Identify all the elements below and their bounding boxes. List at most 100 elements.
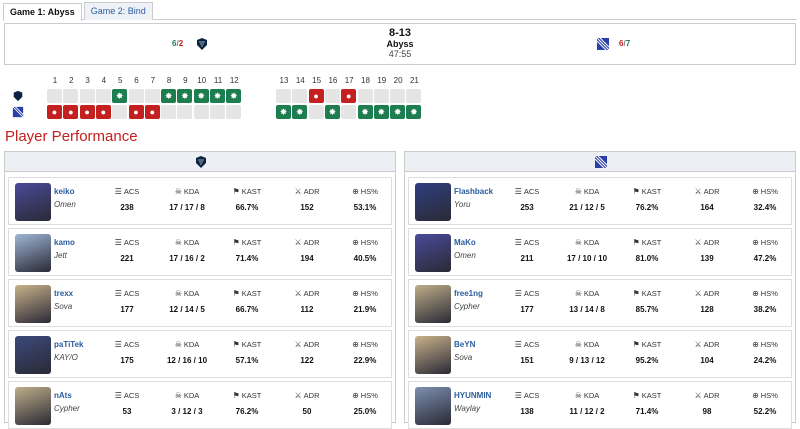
- stat-kda: ☠ KDA 17 / 17 / 8: [157, 187, 217, 212]
- stat-kda: ☠ KDA 21 / 12 / 5: [557, 187, 617, 212]
- round-result-icon: ●: [96, 105, 111, 119]
- player-name-link[interactable]: MaKo: [454, 238, 476, 247]
- stat-acs: ☰ ACS 138: [497, 391, 557, 416]
- agent-avatar: [415, 387, 451, 425]
- round-cell-bottom: ●: [80, 105, 95, 119]
- crosshair-icon: ⊕: [752, 238, 759, 247]
- stat-kda: ☠ KDA 11 / 12 / 2: [557, 391, 617, 416]
- player-row: BeYN Sova ☰ ACS 151 ☠ KDA 9 / 13 / 12 ⚑ KAS…: [408, 330, 792, 378]
- stat-kast: ⚑ KAST 66.7%: [217, 187, 277, 212]
- round-result-icon: ✸: [374, 105, 389, 119]
- round-cell-bottom: [177, 105, 192, 119]
- stat-hs: ⊕ HS% 52.2%: [735, 391, 795, 416]
- round-cell-top: [325, 89, 340, 103]
- team-right-header: [405, 152, 795, 172]
- agent-avatar: [15, 336, 51, 374]
- sword-icon: ⚔: [694, 187, 701, 196]
- kast-icon: ⚑: [233, 187, 240, 196]
- stat-hs: ⊕ HS% 22.9%: [335, 340, 395, 365]
- player-row: kamo Jett ☰ ACS 221 ☠ KDA 17 / 16 / 2 ⚑ KAS…: [8, 228, 392, 276]
- round-number: 10: [194, 76, 210, 85]
- round-number: 21: [406, 76, 422, 85]
- player-name-link[interactable]: HYUNMIN: [454, 391, 491, 400]
- stat-hs: ⊕ HS% 40.5%: [335, 238, 395, 263]
- stat-hs: ⊕ HS% 24.2%: [735, 340, 795, 365]
- round-result-icon: ✸: [161, 89, 176, 103]
- player-name-link[interactable]: paTiTek: [54, 340, 84, 349]
- stat-kda: ☠ KDA 13 / 14 / 8: [557, 289, 617, 314]
- round-cell-top: [129, 89, 144, 103]
- agent-avatar: [415, 336, 451, 374]
- stat-hs: ⊕ HS% 21.9%: [335, 289, 395, 314]
- round-number: 1: [47, 76, 63, 85]
- acs-icon: ☰: [115, 391, 122, 400]
- round-result-icon: ●: [129, 105, 144, 119]
- crosshair-icon: ⊕: [752, 187, 759, 196]
- round-result-icon: ✸: [292, 105, 307, 119]
- stat-hs: ⊕ HS% 38.2%: [735, 289, 795, 314]
- round-result-icon: ✸: [325, 105, 340, 119]
- agent-avatar: [15, 234, 51, 272]
- crosshair-icon: ⊕: [352, 340, 359, 349]
- stat-acs: ☰ ACS 221: [97, 238, 157, 263]
- player-row: trexx Sova ☰ ACS 177 ☠ KDA 12 / 14 / 5 ⚑ KA…: [8, 279, 392, 327]
- player-row: keiko Omen ☰ ACS 238 ☠ KDA 17 / 17 / 8 ⚑ KA…: [8, 177, 392, 225]
- dns-logo-icon: [596, 37, 610, 51]
- round-cell-top: ✸: [112, 89, 127, 103]
- acs-icon: ☰: [115, 187, 122, 196]
- match-header: 6/2 8-13 Abyss 47:55 6/7: [4, 23, 796, 65]
- sword-icon: ⚔: [694, 391, 701, 400]
- skull-icon: ☠: [575, 340, 582, 349]
- acs-icon: ☰: [515, 238, 522, 247]
- kast-icon: ⚑: [633, 340, 640, 349]
- player-name-link[interactable]: keiko: [54, 187, 74, 196]
- round-number: 2: [63, 76, 79, 85]
- round-result-icon: ✸: [358, 105, 373, 119]
- tab-game-1[interactable]: Game 1: Abyss: [3, 3, 82, 21]
- stat-kda: ☠ KDA 12 / 14 / 5: [157, 289, 217, 314]
- round-result-icon: ✸: [210, 89, 225, 103]
- stat-kda: ☠ KDA 12 / 16 / 10: [157, 340, 217, 365]
- round-cell-top: [374, 89, 389, 103]
- round-cell-bottom: ✸: [358, 105, 373, 119]
- round-cell-top: [63, 89, 78, 103]
- kast-icon: ⚑: [633, 238, 640, 247]
- acs-icon: ☰: [515, 187, 522, 196]
- player-name-link[interactable]: free1ng: [454, 289, 483, 298]
- skull-icon: ☠: [175, 391, 182, 400]
- player-name-link[interactable]: BeYN: [454, 340, 475, 349]
- round-cell-top: [276, 89, 291, 103]
- map-tabs: Game 1: Abyss Game 2: Bind: [3, 2, 797, 20]
- stat-hs: ⊕ HS% 53.1%: [335, 187, 395, 212]
- player-name-link[interactable]: kamo: [54, 238, 75, 247]
- player-name-link[interactable]: nAts: [54, 391, 72, 400]
- agent-name: Cypher: [54, 404, 80, 413]
- stat-acs: ☰ ACS 238: [97, 187, 157, 212]
- sword-icon: ⚔: [294, 391, 301, 400]
- player-name-link[interactable]: Flashback: [454, 187, 493, 196]
- round-cell-bottom: ●: [63, 105, 78, 119]
- sword-icon: ⚔: [294, 340, 301, 349]
- team-left-panel: keiko Omen ☰ ACS 238 ☠ KDA 17 / 17 / 8 ⚑ KA…: [4, 151, 396, 423]
- team-liquid-logo-icon: [12, 90, 24, 102]
- agent-name: Sova: [54, 302, 72, 311]
- stat-adr: ⚔ ADR 112: [277, 289, 337, 314]
- stat-adr: ⚔ ADR 128: [677, 289, 737, 314]
- round-number: 4: [96, 76, 112, 85]
- kast-icon: ⚑: [633, 391, 640, 400]
- stat-acs: ☰ ACS 177: [97, 289, 157, 314]
- tab-game-2[interactable]: Game 2: Bind: [84, 2, 153, 20]
- round-cell-top: [406, 89, 421, 103]
- round-cell-top: ✸: [161, 89, 176, 103]
- round-cell-top: [47, 89, 62, 103]
- stat-kda: ☠ KDA 3 / 12 / 3: [157, 391, 217, 416]
- stat-acs: ☰ ACS 253: [497, 187, 557, 212]
- player-name-link[interactable]: trexx: [54, 289, 73, 298]
- agent-avatar: [15, 183, 51, 221]
- player-row: MaKo Omen ☰ ACS 211 ☠ KDA 17 / 10 / 10 ⚑ KA…: [408, 228, 792, 276]
- player-row: HYUNMIN Waylay ☰ ACS 138 ☠ KDA 11 / 12 / 2…: [408, 381, 792, 429]
- round-result-icon: ●: [47, 105, 62, 119]
- kast-icon: ⚑: [633, 187, 640, 196]
- sword-icon: ⚔: [694, 289, 701, 298]
- round-result-icon: ●: [309, 89, 324, 103]
